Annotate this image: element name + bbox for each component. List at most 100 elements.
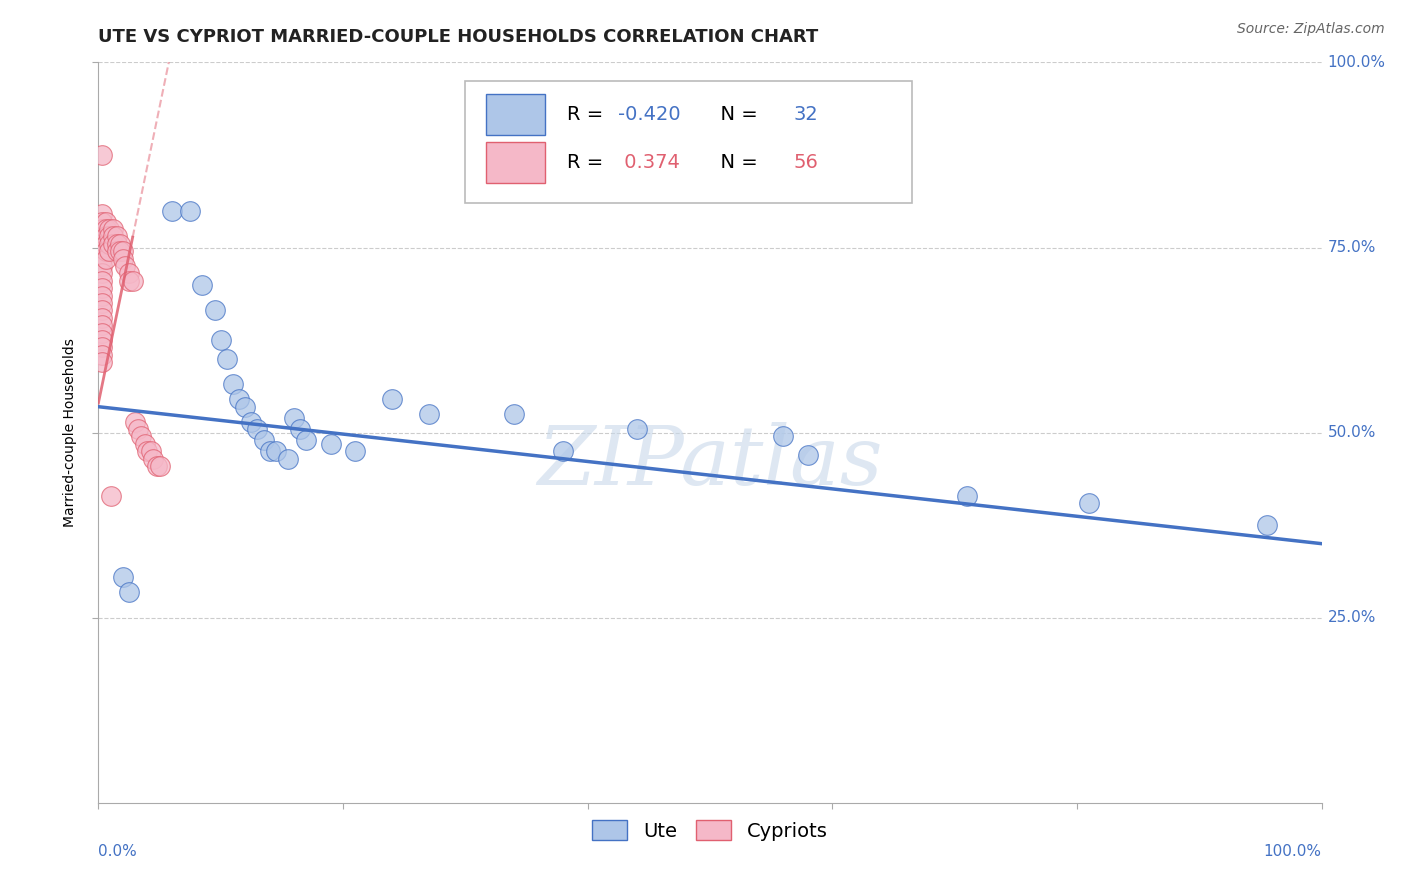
Text: Source: ZipAtlas.com: Source: ZipAtlas.com [1237, 22, 1385, 37]
Text: N =: N = [707, 153, 763, 172]
Point [91, 318, 114, 333]
Point [98, 244, 121, 259]
Text: 0.374: 0.374 [619, 153, 681, 172]
Text: 50.0%: 50.0% [1327, 425, 1376, 440]
Point [111, 570, 134, 584]
Text: 25.0%: 25.0% [1327, 610, 1376, 625]
Point [91, 267, 114, 281]
Point [118, 274, 141, 288]
Point [121, 274, 143, 288]
Point [91, 259, 114, 273]
Point [91, 296, 114, 310]
Point [91, 288, 114, 302]
Point [259, 444, 281, 458]
Point [91, 229, 114, 244]
Point [94, 214, 117, 228]
Point [252, 433, 274, 447]
FancyBboxPatch shape [486, 94, 546, 135]
Point [111, 252, 134, 266]
Point [91, 274, 114, 288]
Point [124, 415, 146, 429]
Point [290, 422, 312, 436]
Point [94, 252, 117, 266]
Point [418, 407, 440, 421]
Point [98, 229, 121, 244]
Point [98, 222, 121, 236]
Point [228, 392, 250, 407]
Point [772, 429, 794, 443]
Text: N =: N = [707, 104, 763, 124]
Point [91, 341, 114, 355]
Point [94, 222, 117, 236]
Point [204, 303, 226, 318]
Point [233, 400, 256, 414]
Point [222, 377, 245, 392]
Point [139, 444, 162, 458]
Point [344, 444, 367, 458]
FancyBboxPatch shape [465, 81, 912, 203]
Point [118, 584, 141, 599]
Y-axis label: Married-couple Households: Married-couple Households [63, 338, 77, 527]
Point [98, 236, 121, 251]
Point [127, 422, 149, 436]
Point [553, 444, 575, 458]
Point [146, 458, 169, 473]
Text: 100.0%: 100.0% [1327, 55, 1386, 70]
Point [105, 236, 128, 251]
Point [111, 244, 134, 259]
Text: -0.420: -0.420 [619, 104, 681, 124]
Point [626, 422, 648, 436]
Point [91, 236, 114, 251]
Point [319, 436, 342, 450]
Point [295, 433, 318, 447]
Text: 0.0%: 0.0% [98, 844, 138, 858]
Point [118, 267, 141, 281]
Point [91, 326, 114, 340]
Point [91, 355, 114, 369]
Text: R =: R = [567, 104, 609, 124]
Point [91, 348, 114, 362]
Legend: Ute, Cypriots: Ute, Cypriots [585, 813, 835, 848]
Point [149, 458, 172, 473]
Text: 75.0%: 75.0% [1327, 240, 1376, 255]
Point [160, 203, 183, 218]
Point [240, 415, 263, 429]
Text: 56: 56 [793, 153, 818, 172]
Point [179, 203, 201, 218]
Point [100, 489, 122, 503]
Text: 100.0%: 100.0% [1264, 844, 1322, 858]
Point [91, 222, 114, 236]
Point [246, 422, 269, 436]
Point [209, 333, 232, 347]
Point [129, 429, 152, 443]
Point [91, 214, 114, 228]
Point [283, 410, 305, 425]
FancyBboxPatch shape [486, 142, 546, 183]
Point [91, 148, 114, 162]
Point [191, 277, 214, 292]
Point [264, 444, 287, 458]
Point [94, 229, 117, 244]
Point [105, 229, 128, 244]
Point [134, 436, 156, 450]
Text: UTE VS CYPRIOT MARRIED-COUPLE HOUSEHOLDS CORRELATION CHART: UTE VS CYPRIOT MARRIED-COUPLE HOUSEHOLDS… [98, 28, 818, 45]
Point [91, 333, 114, 347]
Point [110, 236, 132, 251]
Point [136, 444, 159, 458]
Point [503, 407, 526, 421]
Text: R =: R = [567, 153, 609, 172]
Point [1078, 496, 1101, 510]
Point [91, 303, 114, 318]
Text: 32: 32 [793, 104, 818, 124]
Point [101, 236, 124, 251]
Point [91, 207, 114, 221]
Point [381, 392, 404, 407]
Point [114, 259, 136, 273]
Point [91, 252, 114, 266]
Point [797, 448, 820, 462]
Point [105, 244, 128, 259]
Text: ZIPatlas: ZIPatlas [537, 422, 883, 502]
Point [94, 236, 117, 251]
Point [91, 281, 114, 295]
Point [215, 351, 238, 366]
